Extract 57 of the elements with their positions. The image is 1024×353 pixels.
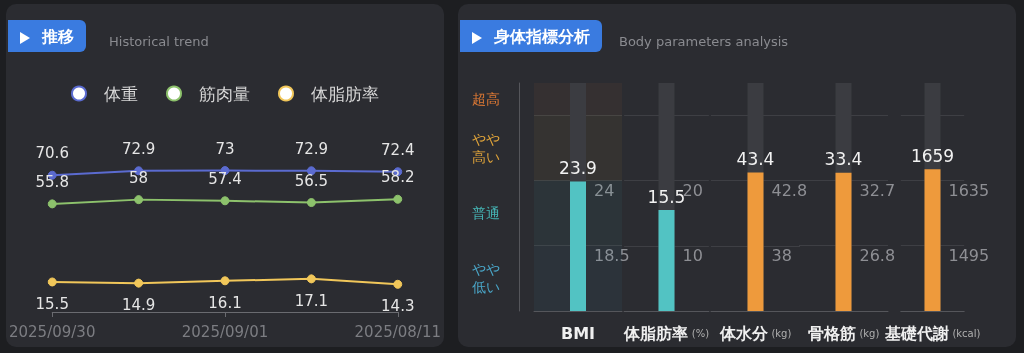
legend-label: 筋肉量: [199, 83, 250, 104]
data-label: 1659: [910, 145, 954, 166]
point: [306, 198, 316, 208]
chart-subtitle: Body parameters analysis: [619, 34, 789, 49]
point: [393, 194, 403, 204]
y-tick-label: 18.5: [594, 246, 630, 266]
point: [306, 274, 316, 284]
y-tick-label: 10: [682, 246, 703, 266]
data-label: 72.9: [121, 139, 156, 158]
data-label: 72.9: [294, 139, 329, 158]
band-label: やや高い: [472, 130, 500, 165]
legend-label: 体重: [104, 83, 138, 104]
band-label: 超高: [472, 91, 500, 108]
y-tick-label: 42.8: [771, 181, 807, 201]
point: [134, 278, 144, 288]
data-label: 56.5: [294, 171, 329, 190]
data-label: 23.9: [559, 158, 597, 179]
data-label: 43.4: [736, 149, 774, 170]
data-label: 73: [215, 139, 235, 158]
y-tick-label: 1635: [948, 180, 989, 200]
y-tick-label: 1495: [948, 246, 989, 266]
y-tick-label: 32.7: [859, 180, 896, 200]
data-label: 72.4: [381, 140, 415, 159]
point: [220, 196, 230, 206]
chart-subtitle: Historical trend: [109, 34, 209, 49]
data-label: 58: [129, 168, 149, 187]
x-tick-label: 2025/09/01: [181, 322, 269, 341]
data-label: 70.6: [35, 144, 69, 163]
y-tick-label: 24: [594, 180, 615, 200]
data-label: 14.9: [121, 296, 156, 315]
band-label: やや低い: [472, 261, 500, 296]
x-tick-label: 体脂肪率 (%): [622, 323, 710, 343]
y-tick-label: 38: [771, 246, 792, 266]
x-tick-label: 2025/08/11: [354, 322, 442, 341]
point: [134, 195, 144, 205]
x-tick-label: BMI: [560, 323, 596, 343]
data-label: 15.5: [35, 294, 69, 313]
x-tick-label: 骨格筋 (kg): [807, 323, 880, 343]
data-label: 33.4: [824, 149, 863, 170]
data-label: 58.2: [381, 168, 415, 187]
x-tick-label: 基礎代謝 (kcal): [883, 323, 980, 343]
point: [220, 276, 230, 286]
x-tick-label: 2025/09/30: [8, 322, 96, 341]
chart-title: 身体指標分析: [493, 26, 590, 46]
point: [47, 277, 57, 287]
point: [47, 199, 57, 209]
point: [393, 279, 403, 289]
chart-title: 推移: [41, 26, 74, 46]
data-label: 17.1: [294, 291, 329, 310]
x-tick-label: 体水分 (kg): [718, 323, 791, 343]
data-label: 57.4: [208, 169, 242, 188]
legend-label: 体脂肪率: [311, 83, 379, 104]
data-label: 16.1: [208, 293, 242, 312]
data-label: 55.8: [35, 172, 69, 191]
band-label: 普通: [472, 205, 500, 222]
y-tick-label: 26.8: [859, 246, 896, 266]
data-label: 14.3: [381, 297, 415, 316]
